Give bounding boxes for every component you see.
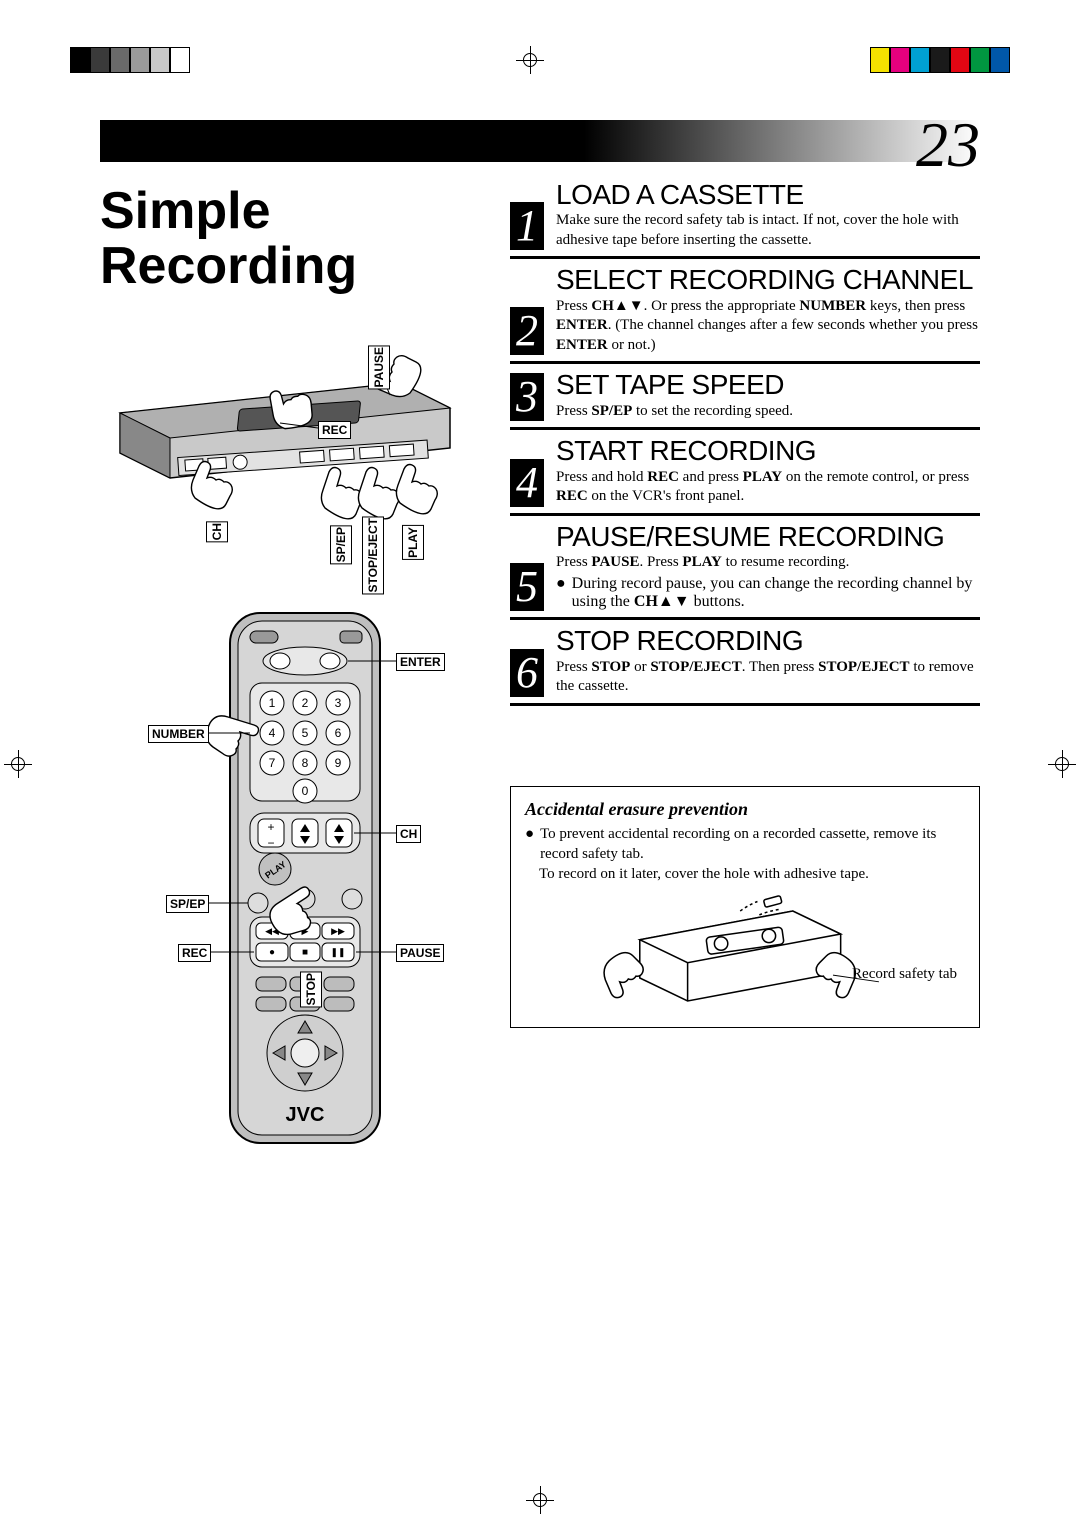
svg-text:9: 9 bbox=[335, 756, 342, 770]
title-line-2: Recording bbox=[100, 237, 357, 295]
step-heading: LOAD A CASSETTE bbox=[556, 180, 980, 209]
svg-text:4: 4 bbox=[269, 726, 276, 740]
crosshair-right-icon bbox=[1052, 754, 1072, 774]
remote-label-ch: CH bbox=[396, 825, 421, 843]
step-heading: STOP RECORDING bbox=[556, 626, 980, 655]
svg-text:2: 2 bbox=[302, 696, 309, 710]
vcr-diagram: PAUSE REC CH SP/EP STOP/EJECT PLAY bbox=[100, 353, 480, 583]
step-body-text: Press STOP or STOP/EJECT. Then press STO… bbox=[556, 658, 980, 697]
remote-label-pause: PAUSE bbox=[396, 944, 444, 962]
step-number: 1 bbox=[510, 202, 544, 250]
note-bullet-text: To prevent accidental recording on a rec… bbox=[540, 824, 965, 865]
remote-label-rec: REC bbox=[178, 944, 211, 962]
step-body-text: Press SP/EP to set the recording speed. bbox=[556, 402, 980, 422]
note-title: Accidental erasure prevention bbox=[525, 799, 965, 820]
svg-text:0: 0 bbox=[302, 784, 309, 798]
step-bullet: ●During record pause, you can change the… bbox=[556, 575, 980, 611]
step-body-text: Press CH▲▼. Or press the appropriate NUM… bbox=[556, 297, 980, 356]
note-bullet: ● To prevent accidental recording on a r… bbox=[525, 824, 965, 865]
header-gradient-bar: 23 bbox=[100, 120, 980, 162]
crosshair-bottom-icon bbox=[530, 1490, 550, 1510]
remote-diagram: 1 2 3 4 5 6 7 8 9 0 bbox=[100, 603, 480, 1163]
step-heading: SET TAPE SPEED bbox=[556, 370, 980, 399]
crosshair-icon bbox=[520, 50, 540, 70]
crosshair-left-icon bbox=[8, 754, 28, 774]
remote-label-spep: SP/EP bbox=[166, 895, 209, 913]
vcr-label-spep: SP/EP bbox=[330, 525, 352, 564]
svg-text:❚❚: ❚❚ bbox=[330, 947, 345, 958]
step-4: 4 START RECORDING Press and hold REC and p… bbox=[510, 436, 980, 515]
vcr-label-rec: REC bbox=[318, 421, 351, 439]
vcr-label-pause: PAUSE bbox=[368, 345, 390, 389]
remote-label-enter: ENTER bbox=[396, 653, 445, 671]
vcr-label-ch: CH bbox=[206, 521, 228, 542]
svg-text:7: 7 bbox=[269, 756, 276, 770]
step-6: 6 STOP RECORDING Press STOP or STOP/EJECT.… bbox=[510, 626, 980, 705]
page-frame: 23 Simple Recording bbox=[100, 120, 980, 1448]
figure-label: Record safety tab bbox=[852, 966, 957, 983]
svg-text:5: 5 bbox=[302, 726, 309, 740]
note-line2: To record on it later, cover the hole wi… bbox=[539, 864, 965, 884]
step-heading: PAUSE/RESUME RECORDING bbox=[556, 522, 980, 551]
cassette-icon bbox=[525, 891, 965, 1021]
step-number: 3 bbox=[510, 373, 544, 421]
step-number: 6 bbox=[510, 649, 544, 697]
step-body-text: Press PAUSE. Press PLAY to resume record… bbox=[556, 553, 980, 573]
remote-label-number: NUMBER bbox=[148, 725, 209, 743]
page-number: 23 bbox=[916, 108, 980, 182]
remote-brand: JVC bbox=[286, 1104, 325, 1126]
svg-text:●: ● bbox=[269, 947, 275, 958]
step-number: 5 bbox=[510, 563, 544, 611]
step-heading: START RECORDING bbox=[556, 436, 980, 465]
step-3: 3 SET TAPE SPEED Press SP/EP to set the re… bbox=[510, 370, 980, 430]
svg-text:−: − bbox=[267, 836, 274, 850]
svg-text:6: 6 bbox=[335, 726, 342, 740]
registration-color bbox=[870, 47, 1010, 73]
svg-text:▶▶: ▶▶ bbox=[331, 926, 345, 936]
title-line-1: Simple bbox=[100, 182, 271, 240]
svg-text:■: ■ bbox=[302, 947, 308, 958]
svg-text:3: 3 bbox=[335, 696, 342, 710]
erasure-prevention-box: Accidental erasure prevention ● To preve… bbox=[510, 786, 980, 1028]
step-5: 5 PAUSE/RESUME RECORDINGPress PAUSE. Pres… bbox=[510, 522, 980, 621]
svg-text:1: 1 bbox=[269, 696, 276, 710]
vcr-label-stopeject: STOP/EJECT bbox=[362, 516, 384, 594]
steps-list: 1 LOAD A CASSETTEMake sure the record saf… bbox=[510, 180, 980, 706]
remote-icon: 1 2 3 4 5 6 7 8 9 0 bbox=[100, 603, 480, 1163]
step-2: 2 SELECT RECORDING CHANNEL Press CH▲▼. Or … bbox=[510, 265, 980, 364]
remote-label-stop: STOP bbox=[300, 971, 322, 1007]
cassette-figure: Record safety tab bbox=[525, 891, 965, 1021]
registration-greyscale bbox=[70, 47, 190, 73]
vcr-label-play: PLAY bbox=[402, 525, 424, 560]
step-body-text: Make sure the record safety tab is intac… bbox=[556, 211, 980, 250]
step-heading: SELECT RECORDING CHANNEL bbox=[556, 265, 980, 294]
step-1: 1 LOAD A CASSETTEMake sure the record saf… bbox=[510, 180, 980, 259]
svg-text:8: 8 bbox=[302, 756, 309, 770]
svg-text:+: + bbox=[267, 820, 274, 834]
step-number: 4 bbox=[510, 459, 544, 507]
step-number: 2 bbox=[510, 307, 544, 355]
page-title: Simple Recording bbox=[100, 184, 480, 293]
step-body-text: Press and hold REC and press PLAY on the… bbox=[556, 468, 980, 507]
registration-marks-top bbox=[0, 45, 1080, 75]
